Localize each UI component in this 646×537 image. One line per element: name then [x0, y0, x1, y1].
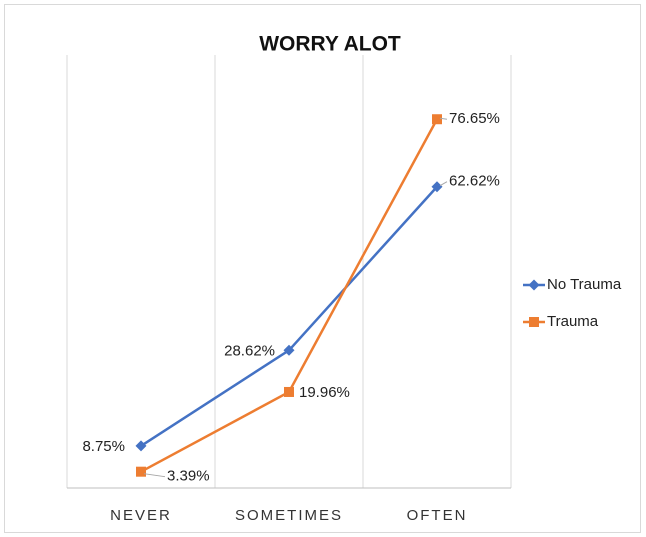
- leader-line: [439, 117, 448, 120]
- legend-label: No Trauma: [547, 276, 622, 293]
- x-tick-label: NEVER: [110, 507, 172, 524]
- marker: [432, 114, 442, 125]
- leader-line: [439, 181, 448, 187]
- chart-border: [4, 4, 641, 533]
- data-label: 3.39%: [167, 468, 210, 485]
- data-label: 8.75%: [82, 438, 125, 455]
- legend-label: Trauma: [547, 313, 599, 330]
- leader-line: [143, 473, 166, 478]
- marker: [431, 181, 443, 193]
- marker: [529, 317, 539, 327]
- marker: [136, 466, 146, 477]
- marker: [135, 440, 147, 452]
- data-label: 28.62%: [224, 342, 275, 359]
- x-tick-label: OFTEN: [407, 507, 468, 524]
- x-tick-label: SOMETIMES: [235, 507, 343, 524]
- marker: [284, 386, 294, 397]
- data-label: 62.62%: [449, 173, 500, 190]
- chart-title: WORRY ALOT: [259, 33, 401, 56]
- marker: [283, 344, 295, 356]
- marker: [528, 279, 540, 291]
- data-label: 76.65%: [449, 110, 500, 127]
- data-label: 19.96%: [299, 384, 350, 401]
